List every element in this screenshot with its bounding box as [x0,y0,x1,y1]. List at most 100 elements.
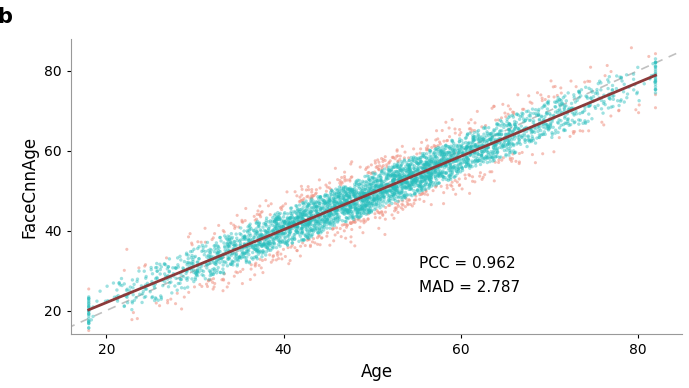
Point [318,197,329,203]
Point [329,204,340,210]
Point [362,173,373,179]
Point [318,209,329,215]
Point [196,262,207,268]
Point [327,204,338,211]
Point [454,148,465,154]
Point [391,187,402,194]
Point [535,92,546,98]
Point [293,229,304,236]
Point [441,152,452,158]
Point [223,248,234,254]
Point [263,226,274,232]
Point [390,173,401,179]
Point [160,273,171,279]
Point [264,238,275,244]
Point [527,151,538,158]
Point [490,117,501,123]
Point [275,215,286,222]
Point [348,198,359,204]
Point [268,229,279,235]
Point [454,139,465,145]
Point [409,175,420,182]
Point [470,142,481,148]
Point [363,188,374,194]
Point [349,186,360,192]
Point [464,139,475,146]
Point [333,193,344,199]
Point [231,253,242,259]
Point [474,135,485,142]
Point [194,269,205,275]
Point [420,167,431,173]
Point [191,272,202,278]
Point [364,180,375,187]
Point [542,99,553,106]
Point [289,220,300,226]
Point [469,130,480,136]
Point [394,172,405,178]
Point [482,145,493,151]
Point [391,205,402,211]
Point [542,121,553,128]
Point [389,169,400,175]
Point [442,158,453,164]
Point [238,251,249,258]
Point [83,311,94,317]
Point [473,128,484,134]
Point [504,128,515,134]
Point [467,132,478,139]
Point [282,215,293,221]
Point [119,267,130,274]
Point [399,192,410,198]
Point [399,179,410,185]
Point [83,311,94,317]
Point [393,164,404,170]
Point [433,170,444,177]
Point [595,87,606,93]
Point [416,159,427,165]
Point [404,180,415,186]
Point [450,130,461,136]
Point [432,150,443,156]
Point [274,234,285,241]
Point [568,128,579,135]
Point [340,201,351,208]
Point [254,232,265,238]
Point [420,159,431,165]
Point [276,204,287,210]
Point [238,266,249,272]
Point [505,156,516,163]
Point [324,180,335,186]
Point [351,213,362,219]
Point [365,182,376,188]
Point [364,210,375,216]
Point [322,230,333,236]
Point [446,143,457,149]
Point [132,276,143,282]
Point [411,172,422,178]
Point [330,203,341,209]
Point [303,221,314,227]
Point [357,202,368,208]
Point [453,165,464,171]
Point [308,212,319,218]
Point [375,189,386,195]
Point [476,134,487,140]
Point [325,211,336,217]
Point [303,217,314,223]
Point [267,253,278,260]
Point [466,147,477,153]
Point [314,217,325,223]
Point [383,182,394,188]
Point [305,214,316,220]
Point [476,158,487,165]
Point [424,147,435,154]
Point [239,255,250,261]
Point [392,168,403,175]
Point [426,170,437,176]
Point [404,161,415,168]
Point [356,189,367,196]
Point [269,219,280,225]
Point [293,218,304,225]
Point [546,130,557,136]
